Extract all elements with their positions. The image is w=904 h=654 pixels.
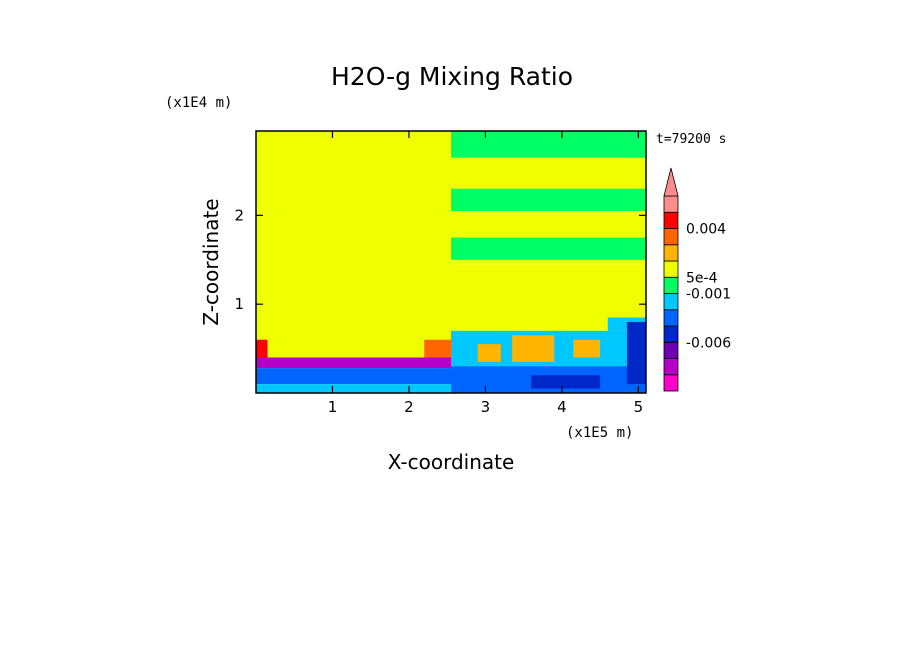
field-region [573,339,601,358]
colorbar-swatch [663,195,679,213]
y-tick-label: 2 [234,206,244,224]
colorbar-swatch [663,244,679,262]
colorbar-label: -0.001 [686,287,731,303]
colorbar-swatch [663,211,679,229]
field-region [256,339,268,358]
colorbar-extend-arrow [663,167,679,197]
field-region [512,335,555,362]
colorbar-label: 5e-4 [686,270,718,286]
colorbar-swatch [663,228,679,246]
x-scale-label: (x1E5 m) [566,425,633,441]
colorbar-swatch [663,276,679,294]
time-label: t=79200 s [656,132,726,147]
field-region [256,131,451,358]
plot-frame [255,130,647,394]
colorbar-swatch [663,309,679,327]
field-region [477,344,501,362]
y-scale-label: (x1E4 m) [165,95,232,111]
contour-field [256,131,646,393]
field-region [256,384,451,393]
x-tick-label: 1 [328,398,338,416]
x-tick-label: 5 [634,398,644,416]
field-region [256,368,451,385]
x-axis-ticks: 1 2 3 4 5 [328,131,643,416]
colorbar-swatch [663,374,679,392]
field-region [451,237,646,260]
y-axis-ticks: 12 [234,206,646,313]
field-region [451,188,646,211]
y-tick-label: 1 [234,295,244,313]
field-region [424,339,451,358]
colorbar-swatch [663,293,679,311]
x-tick-label: 4 [557,398,567,416]
colorbar-swatch [663,260,679,278]
field-region [256,357,451,369]
x-tick-label: 2 [404,398,414,416]
field-region [451,131,646,158]
field-region [626,321,646,385]
x-axis-label: X-coordinate [388,450,515,474]
colorbar-swatch [663,341,679,359]
colorbar-label: 0.004 [686,222,726,238]
y-axis-label: Z-coordinate [199,198,223,325]
colorbar-swatch [663,358,679,376]
chart-title: H2O-g Mixing Ratio [331,62,573,91]
colorbar-swatch [663,325,679,343]
x-tick-label: 3 [481,398,491,416]
colorbar-label: -0.006 [686,335,731,351]
field-region [531,375,601,389]
